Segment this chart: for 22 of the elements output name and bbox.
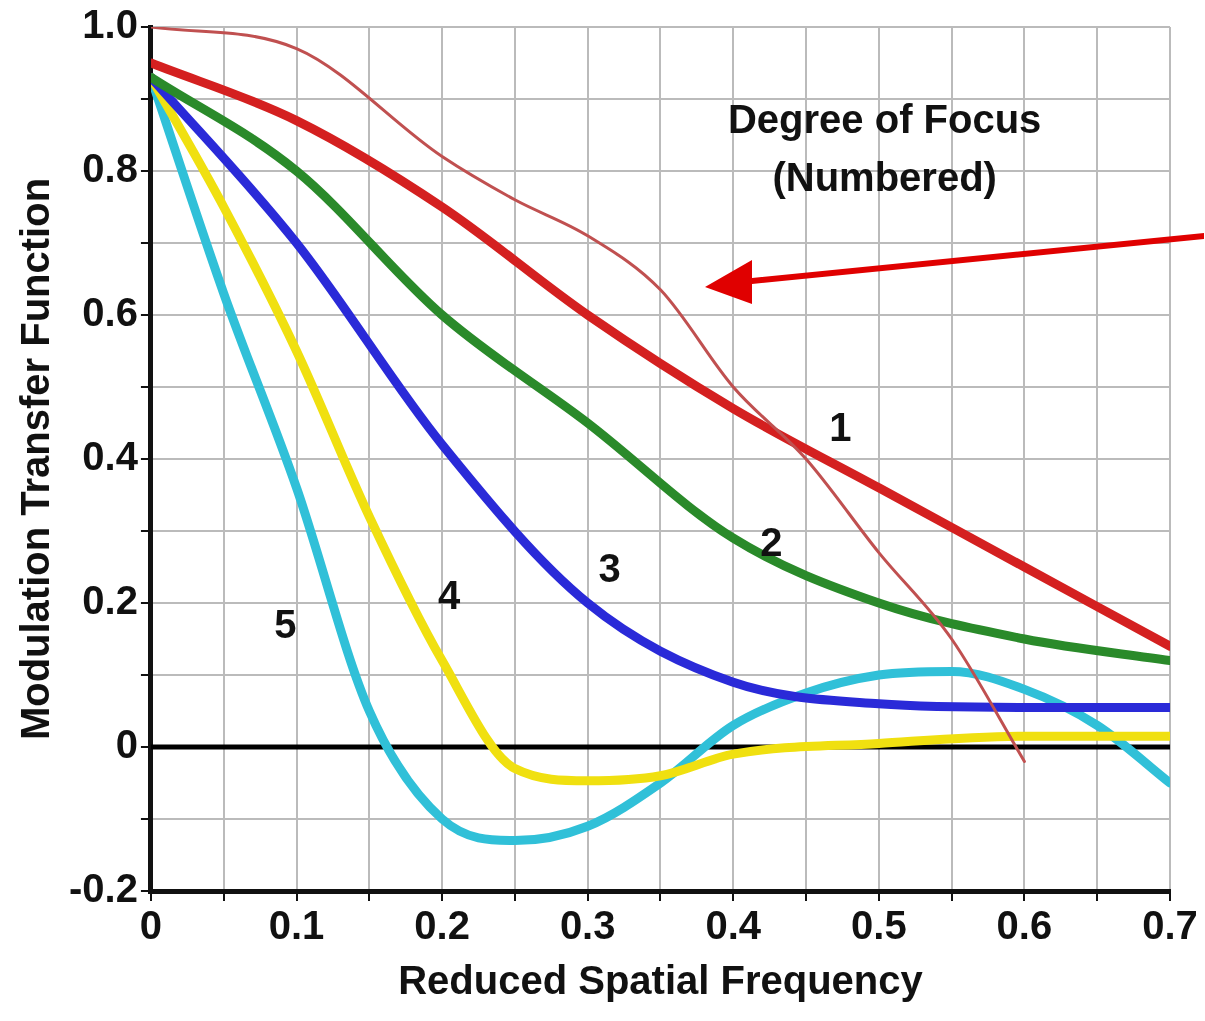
y-tick-label: -0.2 — [68, 866, 138, 911]
series-label: 5 — [274, 602, 297, 647]
series-label: 2 — [760, 520, 783, 565]
series-label: 3 — [598, 546, 621, 591]
x-tick-label: 0.4 — [705, 903, 762, 948]
x-axis-title: Reduced Spatial Frequency — [398, 958, 924, 1003]
y-tick-label: 0 — [115, 722, 138, 767]
y-tick-label: 0.6 — [82, 290, 138, 335]
x-tick-label: 0.2 — [414, 903, 470, 948]
x-tick-label: 0.7 — [1142, 903, 1198, 948]
y-axis-title: Modulation Transfer Function — [13, 177, 58, 741]
x-tick-label: 0.6 — [996, 903, 1053, 948]
x-tick-label: 0.1 — [268, 903, 325, 948]
x-tick-label: 0.3 — [559, 903, 616, 948]
y-tick-label: 1.0 — [82, 2, 138, 47]
series-label: 4 — [437, 572, 461, 617]
x-tick-label: 0.5 — [851, 903, 907, 948]
y-tick-label: 0.2 — [82, 578, 138, 623]
text: Degree of Focus (Numbered) — [727, 97, 1042, 200]
series-label: 1 — [829, 404, 852, 449]
y-tick-label: 0.4 — [82, 434, 139, 479]
y-tick-label: 0.8 — [82, 146, 138, 191]
